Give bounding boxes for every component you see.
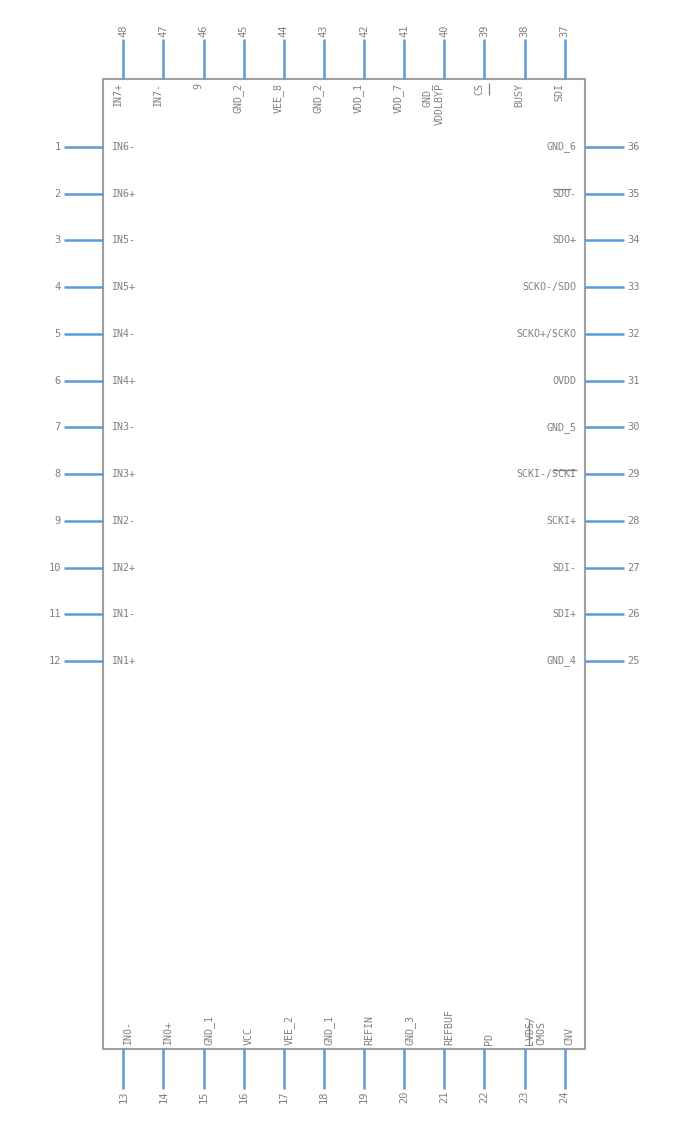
Text: 35: 35 (627, 188, 640, 199)
Text: IN3-: IN3- (111, 422, 136, 432)
Text: 36: 36 (627, 142, 640, 152)
Text: LVDS/
CMOS: LVDS/ CMOS (524, 1015, 546, 1045)
Text: 32: 32 (627, 329, 640, 338)
Text: IN2-: IN2- (111, 515, 136, 526)
Text: VCC: VCC (244, 1026, 254, 1045)
Text: 4: 4 (54, 282, 61, 292)
Text: SDI-: SDI- (552, 563, 577, 573)
Bar (103, 79, 585, 1049)
Text: CS: CS (475, 83, 484, 95)
Text: GND_4: GND_4 (547, 655, 577, 667)
Text: SDO+: SDO+ (552, 236, 577, 246)
Text: 19: 19 (359, 1091, 369, 1103)
Text: IN4-: IN4- (111, 329, 136, 338)
Text: REFIN: REFIN (364, 1015, 374, 1045)
Text: IN1-: IN1- (111, 609, 136, 619)
Text: IN6-: IN6- (111, 142, 136, 152)
Text: SCKO+/SCKO: SCKO+/SCKO (517, 329, 577, 338)
Text: 7: 7 (54, 422, 61, 432)
Text: 15: 15 (199, 1091, 208, 1103)
Text: 16: 16 (239, 1091, 248, 1103)
Text: 31: 31 (627, 376, 640, 386)
Text: 45: 45 (239, 25, 248, 37)
Text: GND_
VDDLBYP: GND_ VDDLBYP (422, 83, 444, 125)
Text: 37: 37 (560, 25, 570, 37)
Text: 1: 1 (54, 142, 61, 152)
Text: 38: 38 (519, 25, 530, 37)
Text: VEE_2: VEE_2 (284, 1015, 294, 1045)
Text: 27: 27 (627, 563, 640, 573)
Text: 9: 9 (54, 515, 61, 526)
Text: 28: 28 (627, 515, 640, 526)
Text: SCKO-/SDO: SCKO-/SDO (523, 282, 577, 292)
Text: IN6+: IN6+ (111, 188, 136, 199)
Text: GND_5: GND_5 (547, 422, 577, 433)
Text: GND_2: GND_2 (233, 83, 244, 113)
Text: IN5-: IN5- (111, 236, 136, 246)
Text: 24: 24 (560, 1091, 570, 1103)
Text: SCKI+: SCKI+ (547, 515, 577, 526)
Text: CNV: CNV (565, 1026, 574, 1045)
Text: IN7+: IN7+ (114, 83, 123, 107)
Text: REFBUF: REFBUF (444, 1010, 454, 1045)
Text: 10: 10 (48, 563, 61, 573)
Text: IN1+: IN1+ (111, 656, 136, 666)
Text: 42: 42 (359, 25, 369, 37)
Text: 25: 25 (627, 656, 640, 666)
Text: 41: 41 (399, 25, 409, 37)
Text: IN4+: IN4+ (111, 376, 136, 386)
Text: SCKI-/SCKI: SCKI-/SCKI (517, 469, 577, 479)
Text: IN2+: IN2+ (111, 563, 136, 573)
Text: 18: 18 (319, 1091, 329, 1103)
Text: 39: 39 (480, 25, 489, 37)
Text: 34: 34 (627, 236, 640, 246)
Text: 3: 3 (54, 236, 61, 246)
Text: 43: 43 (319, 25, 329, 37)
Text: IN3+: IN3+ (111, 469, 136, 479)
Text: 47: 47 (158, 25, 169, 37)
Text: 22: 22 (480, 1091, 489, 1103)
Text: 14: 14 (158, 1091, 169, 1103)
Text: 26: 26 (627, 609, 640, 619)
Text: IN7-: IN7- (153, 83, 164, 107)
Text: VEE_8: VEE_8 (273, 83, 284, 113)
Text: SDI: SDI (555, 83, 565, 102)
Text: IN0+: IN0+ (164, 1021, 173, 1045)
Text: GND_3: GND_3 (404, 1015, 415, 1045)
Text: GND_1: GND_1 (324, 1015, 335, 1045)
Text: 20: 20 (399, 1091, 409, 1103)
Text: PD: PD (484, 1033, 495, 1045)
Text: GND_6: GND_6 (547, 141, 577, 152)
Text: SDI+: SDI+ (552, 609, 577, 619)
Text: 30: 30 (627, 422, 640, 432)
Text: 9: 9 (193, 83, 204, 89)
Text: IN5+: IN5+ (111, 282, 136, 292)
Text: IN0-: IN0- (123, 1021, 133, 1045)
Text: 21: 21 (440, 1091, 449, 1103)
Text: 11: 11 (48, 609, 61, 619)
Text: GND_1: GND_1 (204, 1015, 215, 1045)
Text: 5: 5 (54, 329, 61, 338)
Text: BUSY: BUSY (515, 83, 524, 107)
Text: 46: 46 (199, 25, 208, 37)
Text: 33: 33 (627, 282, 640, 292)
Text: 8: 8 (54, 469, 61, 479)
Text: GND_2: GND_2 (313, 83, 324, 113)
Text: 13: 13 (118, 1091, 128, 1103)
Text: 2: 2 (54, 188, 61, 199)
Text: 23: 23 (519, 1091, 530, 1103)
Text: 40: 40 (440, 25, 449, 37)
Text: 6: 6 (54, 376, 61, 386)
Text: SDO-: SDO- (552, 188, 577, 199)
Text: 12: 12 (48, 656, 61, 666)
Text: VDD_7: VDD_7 (394, 83, 404, 113)
Text: 17: 17 (279, 1091, 289, 1103)
Text: 48: 48 (118, 25, 128, 37)
Text: OVDD: OVDD (552, 376, 577, 386)
Text: VDD_1: VDD_1 (353, 83, 364, 113)
Text: 29: 29 (627, 469, 640, 479)
Text: 44: 44 (279, 25, 289, 37)
